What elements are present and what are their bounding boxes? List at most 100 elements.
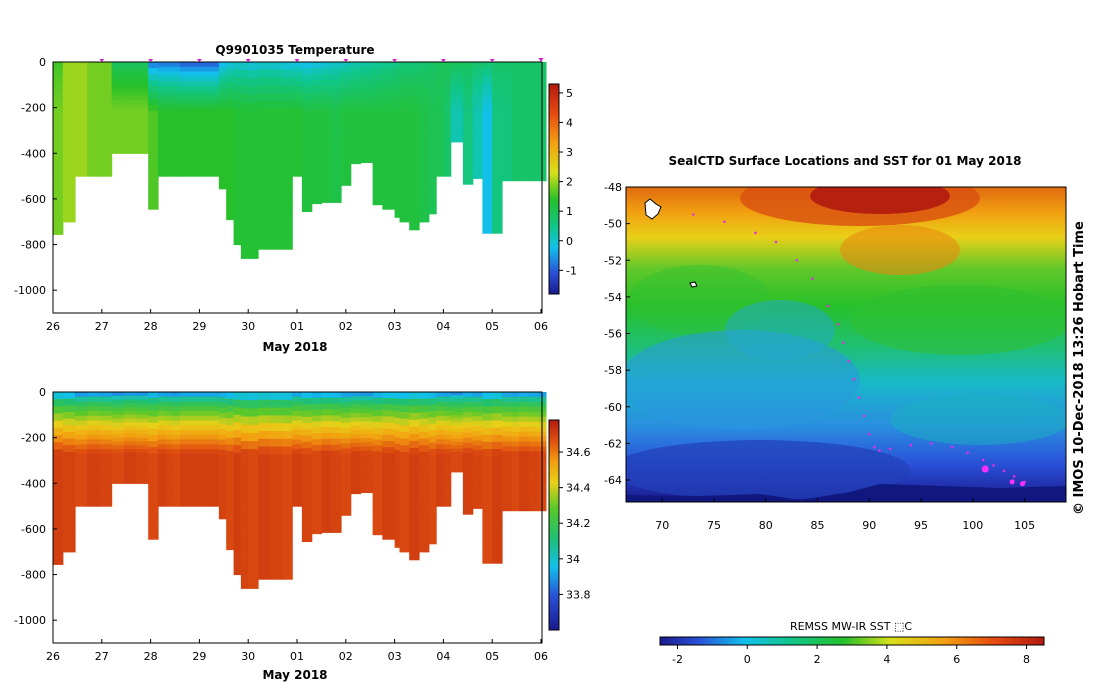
profile-cell bbox=[372, 463, 383, 470]
profile-cell bbox=[321, 450, 332, 457]
profile-markers bbox=[99, 58, 544, 62]
profile-cell bbox=[519, 165, 530, 172]
profile-cell bbox=[226, 497, 235, 505]
profile-cell bbox=[528, 441, 540, 447]
profile-cell bbox=[428, 448, 437, 456]
profile-cell bbox=[248, 143, 259, 153]
profile-cell bbox=[87, 138, 100, 144]
profile-cell bbox=[292, 463, 303, 469]
profile-cell bbox=[179, 90, 220, 96]
profile-cell bbox=[409, 201, 420, 210]
profile-cell bbox=[511, 71, 520, 78]
profile-cell bbox=[528, 436, 540, 442]
profile-cell bbox=[462, 473, 474, 480]
profile-cell bbox=[240, 217, 249, 227]
profile-cell bbox=[462, 478, 474, 485]
profile-cell bbox=[394, 392, 401, 400]
profile-cell bbox=[321, 167, 332, 174]
profile-cell bbox=[62, 82, 76, 90]
profile-cell bbox=[331, 508, 342, 516]
profile-cell bbox=[226, 62, 235, 70]
profile-cell bbox=[172, 157, 181, 163]
profile-cell bbox=[301, 392, 313, 399]
profile-cell bbox=[382, 471, 396, 479]
x-tick-label: 05 bbox=[485, 650, 499, 663]
profile-cell bbox=[472, 416, 484, 422]
profile-cell bbox=[179, 62, 220, 68]
profile-cell bbox=[123, 134, 137, 139]
profile-cell bbox=[226, 510, 235, 518]
profile-cell bbox=[538, 116, 547, 122]
profile-cell bbox=[301, 105, 313, 113]
profile-cell bbox=[372, 475, 383, 482]
imos-stamp: © IMOS 10-Dec-2018 13:26 Hobart Time bbox=[1072, 221, 1087, 515]
profile-cell bbox=[240, 481, 249, 491]
profile-cell bbox=[240, 233, 249, 243]
profile-cell bbox=[240, 241, 249, 251]
profile-cell bbox=[292, 109, 303, 115]
profile-cell bbox=[111, 437, 125, 442]
profile-cell bbox=[99, 425, 113, 431]
profile-cell bbox=[75, 119, 88, 125]
map-x-tick-label: 105 bbox=[1014, 519, 1035, 532]
profile-cell bbox=[409, 138, 420, 147]
profile-cell bbox=[382, 434, 396, 442]
profile-cell bbox=[233, 566, 242, 576]
profile-cell bbox=[409, 187, 420, 196]
profile-cell bbox=[311, 156, 322, 163]
profile-cell bbox=[148, 459, 159, 467]
profile-cell bbox=[502, 91, 513, 98]
profile-cell bbox=[538, 155, 547, 162]
profile-cell bbox=[226, 542, 235, 551]
profile-cell bbox=[482, 69, 493, 77]
profile-cell bbox=[99, 449, 113, 455]
profile-cell bbox=[436, 66, 444, 73]
profile-cell bbox=[519, 116, 530, 122]
profile-cell bbox=[394, 191, 401, 199]
profile-cell bbox=[301, 485, 313, 493]
profile-cell bbox=[502, 165, 513, 172]
profile-cell bbox=[218, 151, 227, 158]
profile-cell bbox=[519, 155, 530, 162]
profile-cell bbox=[53, 535, 64, 544]
profile-cell bbox=[436, 138, 444, 144]
profile-cell bbox=[419, 121, 430, 130]
profile-cell bbox=[301, 435, 313, 443]
profile-cell bbox=[270, 217, 283, 227]
profile-cell bbox=[511, 461, 520, 467]
temperature-profiles bbox=[53, 62, 547, 259]
profile-cell bbox=[462, 488, 474, 495]
profile-cell bbox=[172, 81, 181, 87]
profile-cell bbox=[157, 496, 166, 502]
profile-cell bbox=[436, 147, 444, 153]
map-y-tick-label: -62 bbox=[604, 437, 622, 450]
profile-cell bbox=[321, 397, 332, 405]
profile-cell bbox=[53, 76, 64, 85]
profile-cell bbox=[165, 487, 174, 493]
profile-cell bbox=[292, 430, 303, 436]
profile-cell bbox=[258, 62, 271, 71]
profile-cell bbox=[511, 485, 520, 492]
profile-cell bbox=[123, 73, 137, 78]
profile-cell bbox=[136, 437, 149, 442]
profile-cell bbox=[172, 71, 181, 77]
profile-cell bbox=[399, 195, 410, 203]
profile-cell bbox=[136, 403, 149, 408]
profile-cell bbox=[292, 434, 303, 441]
profile-cell bbox=[399, 148, 410, 156]
profile-cell bbox=[282, 132, 293, 141]
profile-cell bbox=[240, 490, 249, 499]
profile-cell bbox=[450, 412, 464, 416]
profile-cell bbox=[123, 418, 137, 423]
profile-cell bbox=[399, 215, 410, 223]
sst-colorbar-tick-label: 2 bbox=[814, 653, 821, 666]
profile-cell bbox=[136, 81, 149, 86]
profile-cell bbox=[270, 85, 283, 94]
profile-cell bbox=[148, 404, 159, 411]
profile-cell bbox=[321, 143, 332, 151]
profile-cell bbox=[240, 119, 249, 128]
profile-cell bbox=[502, 146, 513, 152]
profile-cell bbox=[136, 407, 149, 412]
profile-cell bbox=[443, 85, 452, 92]
profile-cell bbox=[462, 118, 474, 124]
